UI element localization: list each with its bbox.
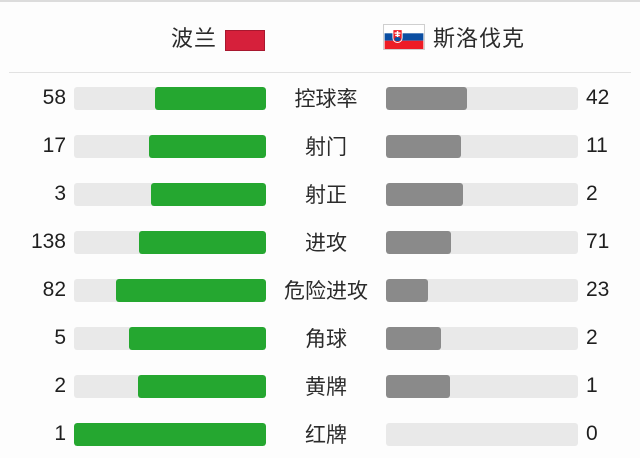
away-value: 2 [586, 182, 598, 205]
home-bar-track [74, 422, 266, 446]
away-bar-track [386, 182, 578, 206]
away-bar-fill [386, 374, 450, 398]
home-value: 5 [54, 326, 66, 349]
home-value: 1 [54, 422, 66, 445]
away-value: 11 [586, 134, 608, 157]
home-bar-fill [116, 278, 266, 302]
stat-label: 控球率 [294, 88, 358, 111]
stat-row: 82 危险进攻 23 [0, 266, 640, 314]
home-bar-track [74, 374, 266, 398]
away-bar-fill [386, 230, 452, 254]
stat-row: 58 控球率 42 [0, 74, 640, 122]
stat-row: 2 黄牌 1 [0, 362, 640, 410]
away-bar-fill [386, 278, 429, 302]
stat-label: 射门 [305, 136, 347, 159]
away-bar-track [386, 134, 578, 158]
home-value: 82 [42, 278, 66, 301]
home-bar-fill [138, 374, 266, 398]
away-bar-fill [386, 134, 462, 158]
team-home: 波兰 [0, 21, 320, 53]
stat-row: 17 射门 11 [0, 122, 640, 170]
home-bar-track [74, 86, 266, 110]
away-value: 0 [586, 422, 598, 445]
stat-label: 黄牌 [305, 376, 347, 399]
away-team-name: 斯洛伐克 [433, 26, 526, 51]
home-bar-fill [150, 182, 266, 206]
home-value: 17 [42, 134, 66, 157]
home-bar-fill [139, 230, 266, 254]
away-bar-fill [386, 86, 467, 110]
away-value: 23 [586, 278, 610, 301]
home-bar-track [74, 326, 266, 350]
home-bar-fill [149, 134, 266, 158]
slovakia-flag-icon [383, 24, 425, 50]
away-bar-track [386, 374, 578, 398]
home-bar-track [74, 182, 266, 206]
away-bar-track [386, 326, 578, 350]
away-bar-fill [386, 326, 441, 350]
home-bar-track [74, 278, 266, 302]
stat-row: 1 红牌 0 [0, 410, 640, 458]
away-value: 42 [586, 86, 610, 109]
away-bar-track [386, 86, 578, 110]
home-bar-fill [128, 326, 266, 350]
home-bar-fill [74, 422, 266, 446]
away-bar-track [386, 278, 578, 302]
home-value: 2 [54, 374, 66, 397]
stat-row: 5 角球 2 [0, 314, 640, 362]
stat-label: 射正 [305, 184, 347, 207]
home-bar-track [74, 230, 266, 254]
away-value: 2 [586, 326, 598, 349]
teams-header: 波兰 斯洛伐克 [0, 2, 640, 72]
stat-row: 3 射正 2 [0, 170, 640, 218]
poland-flag-icon [225, 29, 265, 51]
away-value: 71 [586, 230, 610, 253]
stat-label: 进攻 [305, 232, 347, 255]
away-bar-fill [386, 182, 463, 206]
stat-row: 138 进攻 71 [0, 218, 640, 266]
home-value: 138 [30, 230, 66, 253]
home-value: 58 [42, 86, 66, 109]
away-bar-track [386, 230, 578, 254]
stats-list: 58 控球率 42 17 射门 11 3 射正 2 138 [0, 73, 640, 458]
home-bar-track [74, 134, 266, 158]
home-value: 3 [54, 182, 66, 205]
home-team-name: 波兰 [170, 26, 217, 51]
away-value: 1 [586, 374, 598, 397]
home-bar-fill [154, 86, 266, 110]
stat-label: 红牌 [305, 424, 347, 447]
team-away: 斯洛伐克 [320, 21, 640, 53]
stat-label: 危险进攻 [284, 280, 368, 303]
stat-label: 角球 [305, 328, 347, 351]
header-divider [9, 72, 631, 73]
away-bar-track [386, 422, 578, 446]
